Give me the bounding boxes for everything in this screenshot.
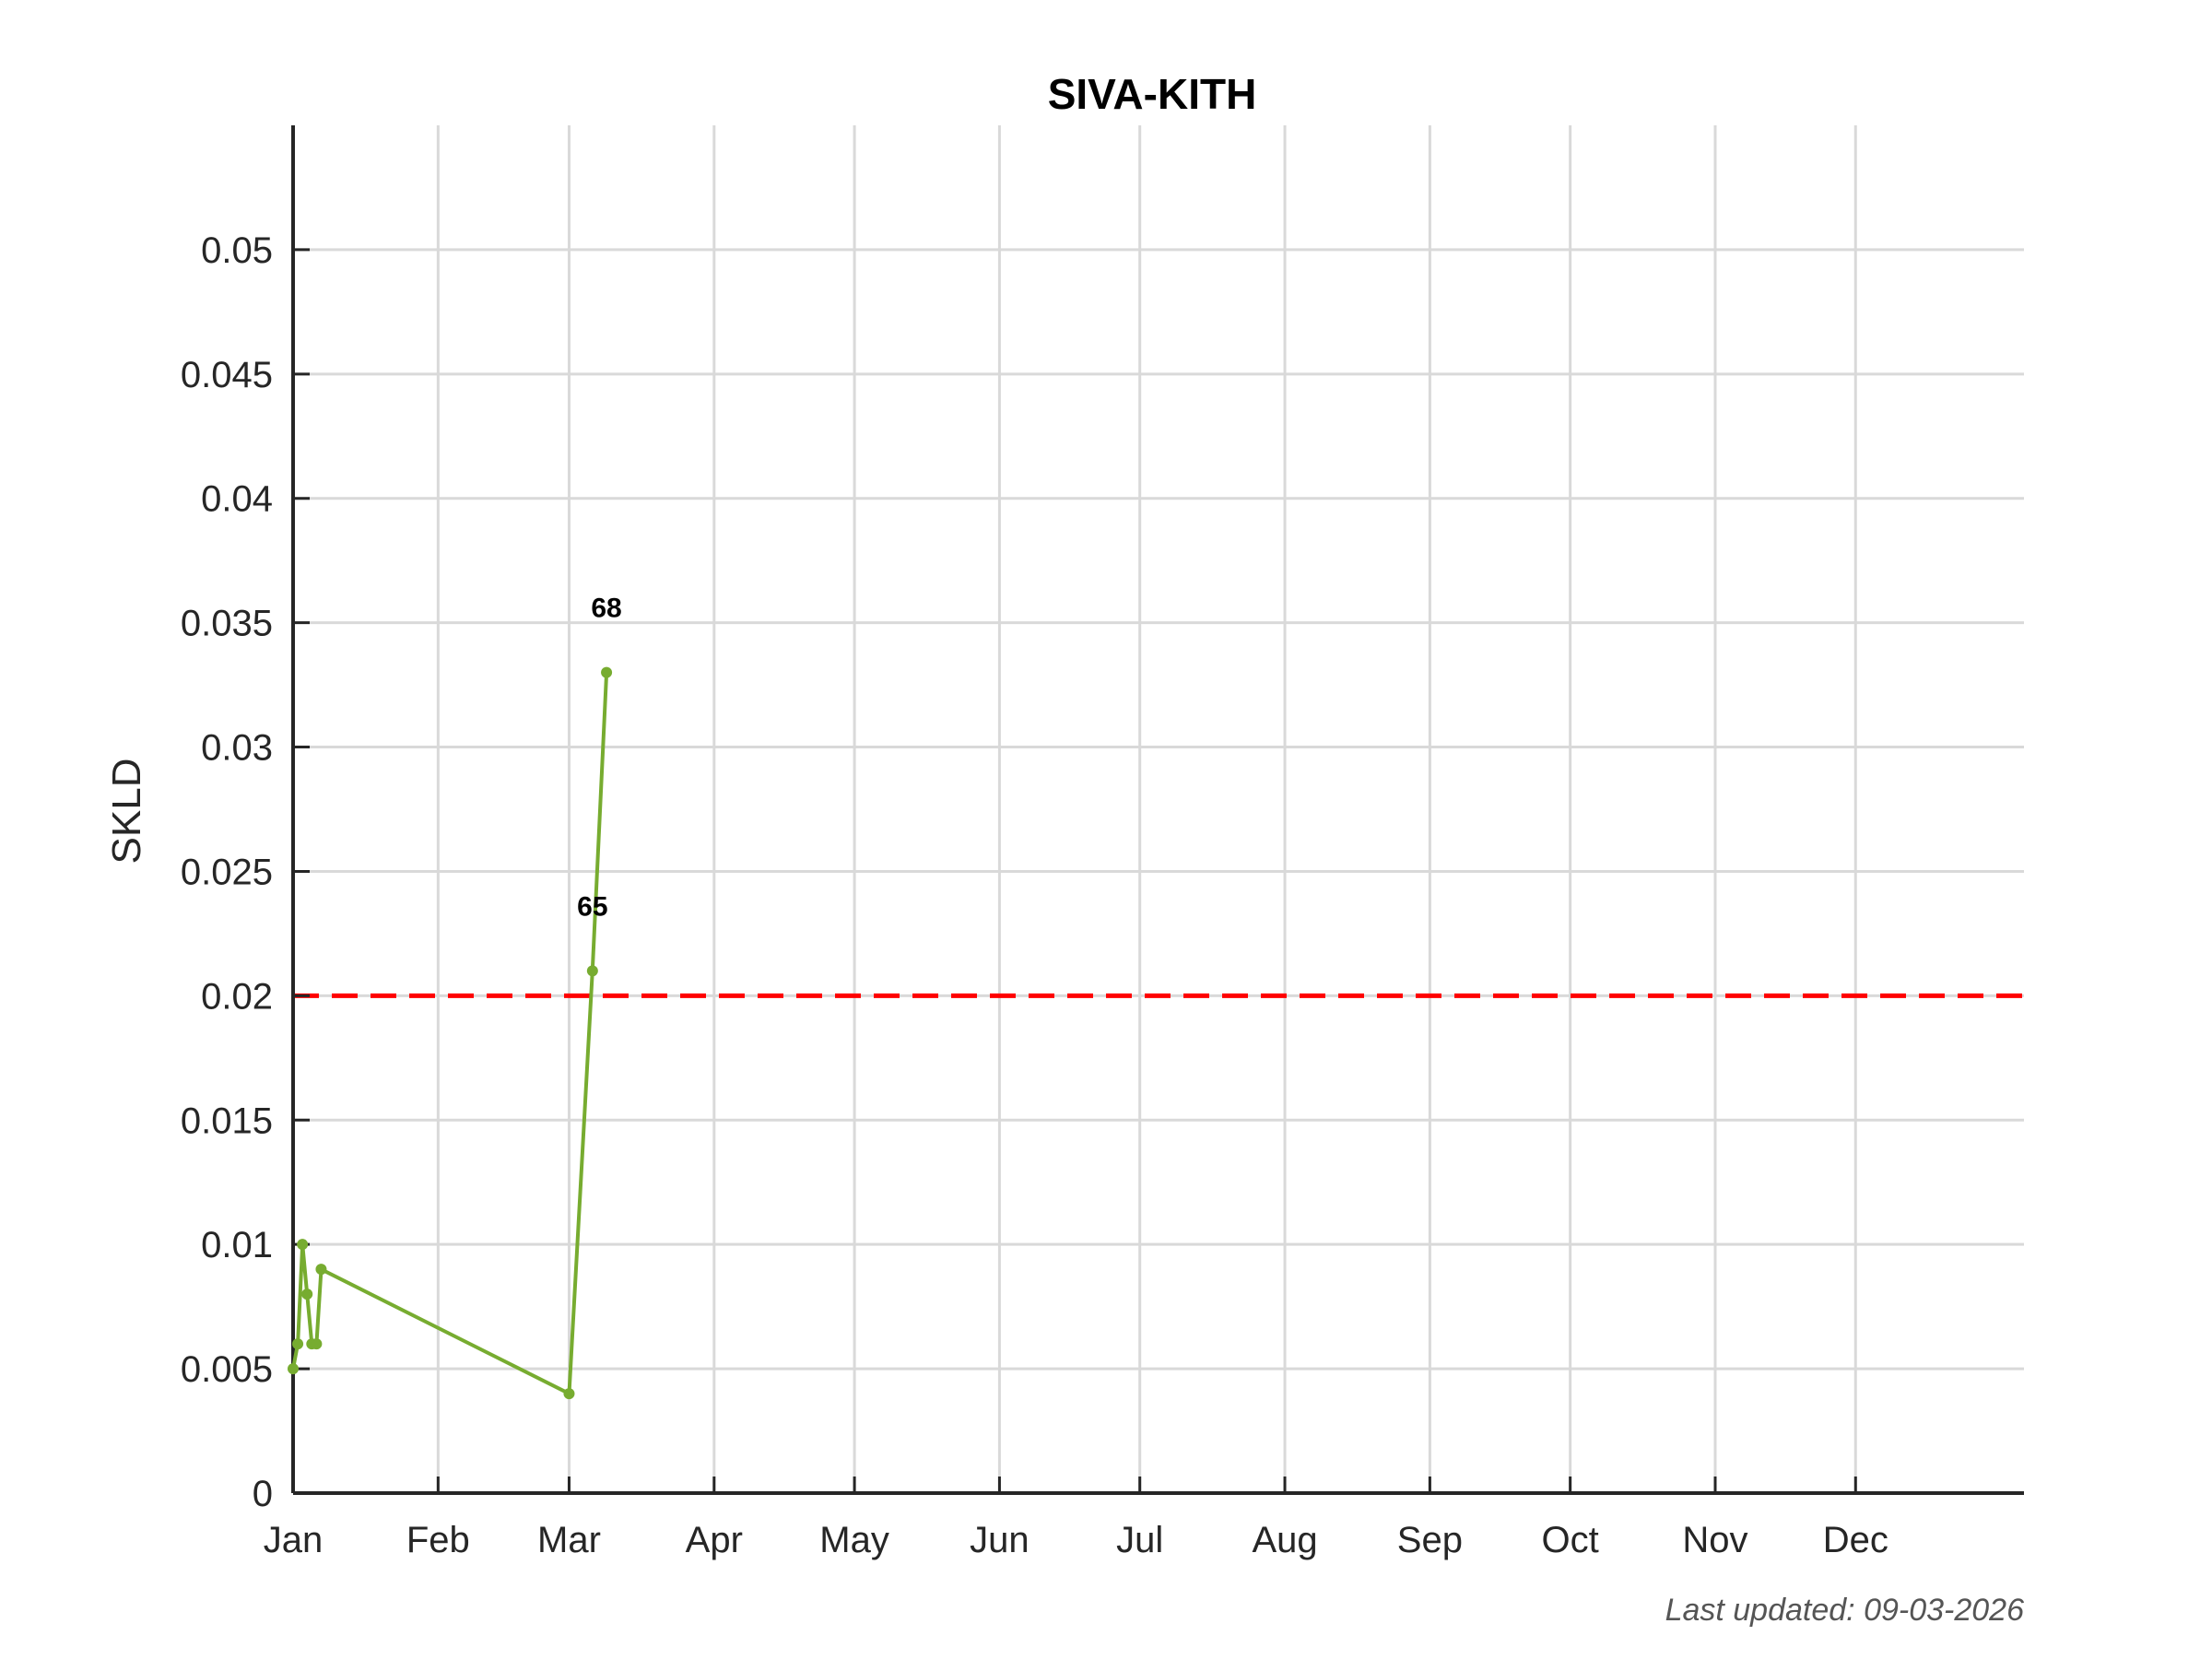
y-tick-label: 0.04 [201,479,273,520]
x-tick-label: Jul [1116,1520,1163,1560]
y-axis-ticks: 0 0.005 0.01 0.015 0.02 0.025 0.03 0.035 0.04 0.0… [181,230,310,1514]
data-point [292,1338,304,1350]
data-point [586,965,598,977]
x-tick-label: Oct [1542,1520,1599,1560]
data-point [601,666,613,678]
y-tick-label: 0.01 [201,1225,273,1265]
point-annotation: 65 [577,891,607,922]
annotations: 65 68 [577,594,622,923]
chart-title: SIVA-KITH [1048,70,1257,118]
x-tick-label: Jan [264,1520,324,1560]
y-tick-label: 0.05 [201,230,273,271]
y-tick-label: 0.02 [201,976,273,1017]
series-line [291,672,609,1396]
x-tick-label: Nov [1682,1520,1747,1560]
data-point [563,1388,575,1400]
y-tick-label: 0.025 [181,852,273,892]
x-tick-label: Apr [686,1520,743,1560]
y-tick-label: 0.03 [201,728,273,769]
y-tick-label: 0.015 [181,1100,273,1141]
data-point [297,1239,309,1251]
x-tick-label: May [819,1520,889,1560]
axes [291,125,2024,1495]
x-tick-label: Sep [1397,1520,1463,1560]
y-tick-label: 0.005 [181,1349,273,1390]
x-tick-label: Feb [406,1520,470,1560]
x-tick-label: Dec [1823,1520,1888,1560]
y-tick-label: 0.035 [181,604,273,644]
grid [291,125,2024,1493]
point-annotation: 68 [591,594,621,624]
data-point [311,1338,323,1350]
last-updated: Last updated: 09-03-2026 [1665,1593,2025,1628]
x-axis-ticks: Jan Feb Mar Apr May Jun Jul Aug Sep Oct Nov Dec [264,1477,1888,1560]
y-tick-label: 0 [253,1474,273,1514]
y-tick-label: 0.045 [181,355,273,395]
data-point [301,1288,313,1300]
data-point [288,1363,299,1375]
data-point [315,1264,327,1276]
x-tick-label: Mar [537,1520,601,1560]
x-tick-label: Jun [970,1520,1030,1560]
series-group [288,666,613,1400]
y-axis-label: SKLD [104,759,149,865]
x-tick-label: Aug [1252,1520,1317,1560]
